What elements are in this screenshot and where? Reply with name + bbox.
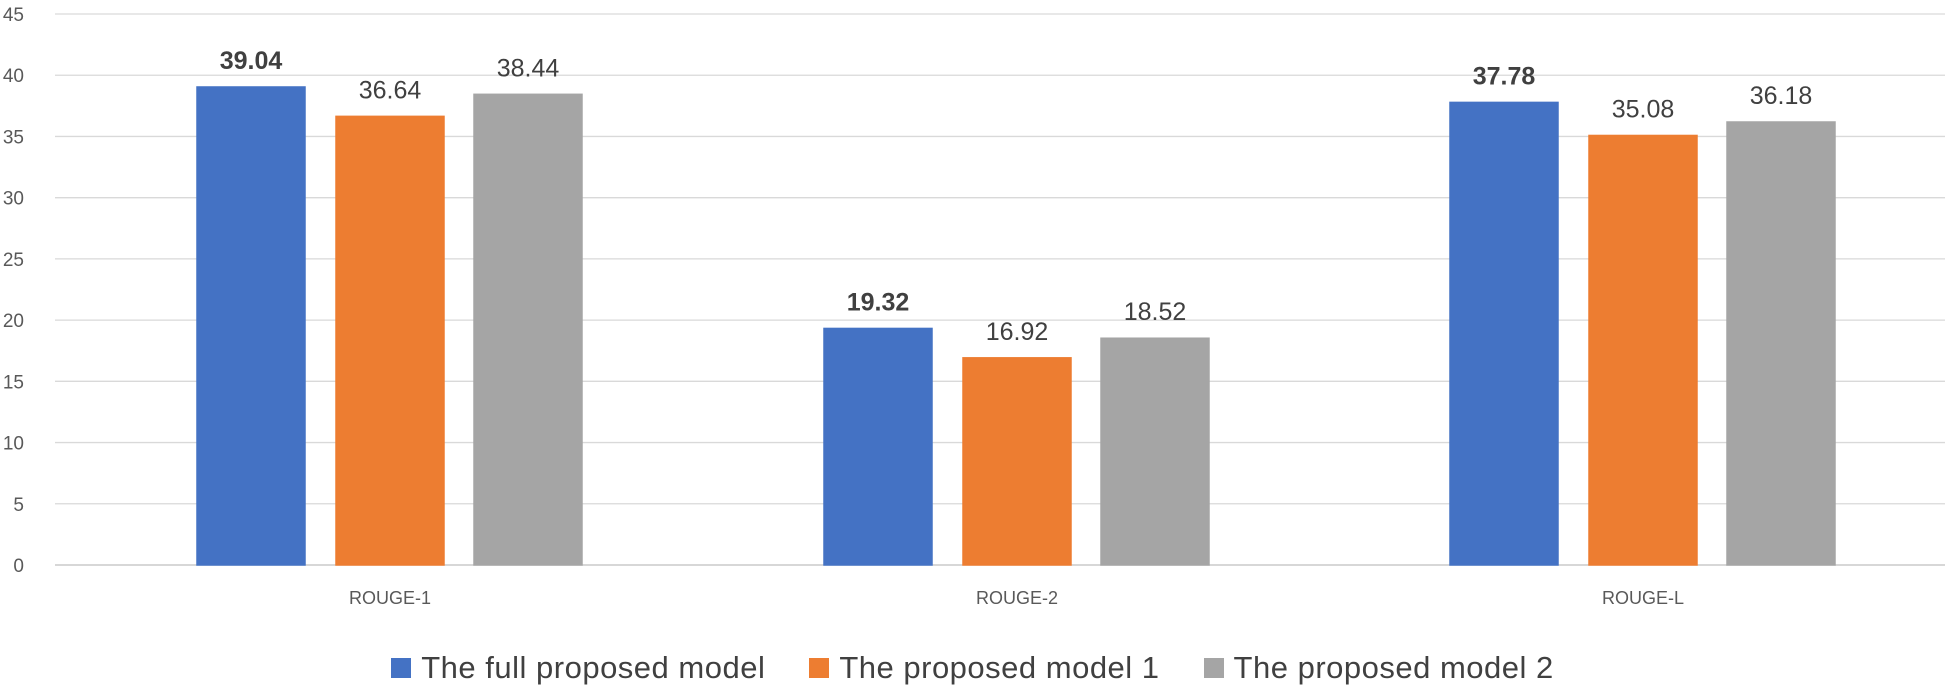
y-tick-label: 15	[3, 372, 24, 393]
legend-label-model-2: The proposed model 2	[1233, 650, 1554, 685]
legend-swatch-model-2	[1203, 658, 1224, 678]
legend-item-full-model: The full proposed model	[391, 650, 765, 686]
data-label: 37.78	[1473, 62, 1536, 90]
bar	[1449, 101, 1559, 566]
y-tick-label: 30	[3, 189, 24, 210]
y-tick-label: 10	[3, 434, 24, 455]
x-axis-categories: ROUGE-1 ROUGE-2 ROUGE-L	[349, 588, 1684, 608]
data-label: 36.18	[1750, 82, 1813, 110]
bar	[1726, 121, 1836, 566]
bar	[962, 357, 1072, 566]
legend-item-model-2: The proposed model 2	[1203, 650, 1554, 686]
y-tick-label: 40	[3, 66, 24, 87]
legend-swatch-full-model	[391, 658, 412, 678]
bar	[1588, 134, 1698, 566]
bar	[1100, 337, 1210, 566]
data-label: 39.04	[220, 47, 283, 75]
y-tick-label: 0	[13, 556, 24, 577]
legend-label-model-1: The proposed model 1	[839, 650, 1160, 685]
data-label: 35.08	[1612, 95, 1675, 123]
data-label: 36.64	[359, 76, 422, 104]
y-tick-label: 45	[3, 5, 24, 26]
legend-item-model-1: The proposed model 1	[809, 650, 1159, 686]
y-tick-label: 35	[3, 127, 24, 148]
data-label: 18.52	[1124, 298, 1187, 326]
data-label: 38.44	[497, 54, 560, 82]
y-axis-ticks: 0 5 10 15 20 25 30 35 40 45	[3, 5, 24, 577]
x-category-label: ROUGE-2	[976, 588, 1058, 608]
legend-label-full-model: The full proposed model	[421, 650, 766, 685]
legend-swatch-model-1	[809, 658, 830, 678]
data-labels: 39.04 36.64 38.44 19.32 16.92 18.52 37.78 35.08…	[220, 47, 1813, 346]
y-tick-label: 25	[3, 250, 24, 271]
x-category-label: ROUGE-L	[1602, 588, 1684, 608]
bar	[473, 93, 583, 566]
bar	[823, 327, 933, 566]
bars	[196, 86, 1836, 566]
legend: The full proposed model The proposed mod…	[0, 648, 1945, 688]
y-tick-label: 5	[13, 495, 24, 516]
data-label: 19.32	[847, 288, 910, 316]
data-label: 16.92	[986, 318, 1049, 346]
x-category-label: ROUGE-1	[349, 588, 431, 608]
y-tick-label: 20	[3, 311, 24, 332]
bar	[335, 115, 445, 566]
bar	[196, 86, 306, 566]
